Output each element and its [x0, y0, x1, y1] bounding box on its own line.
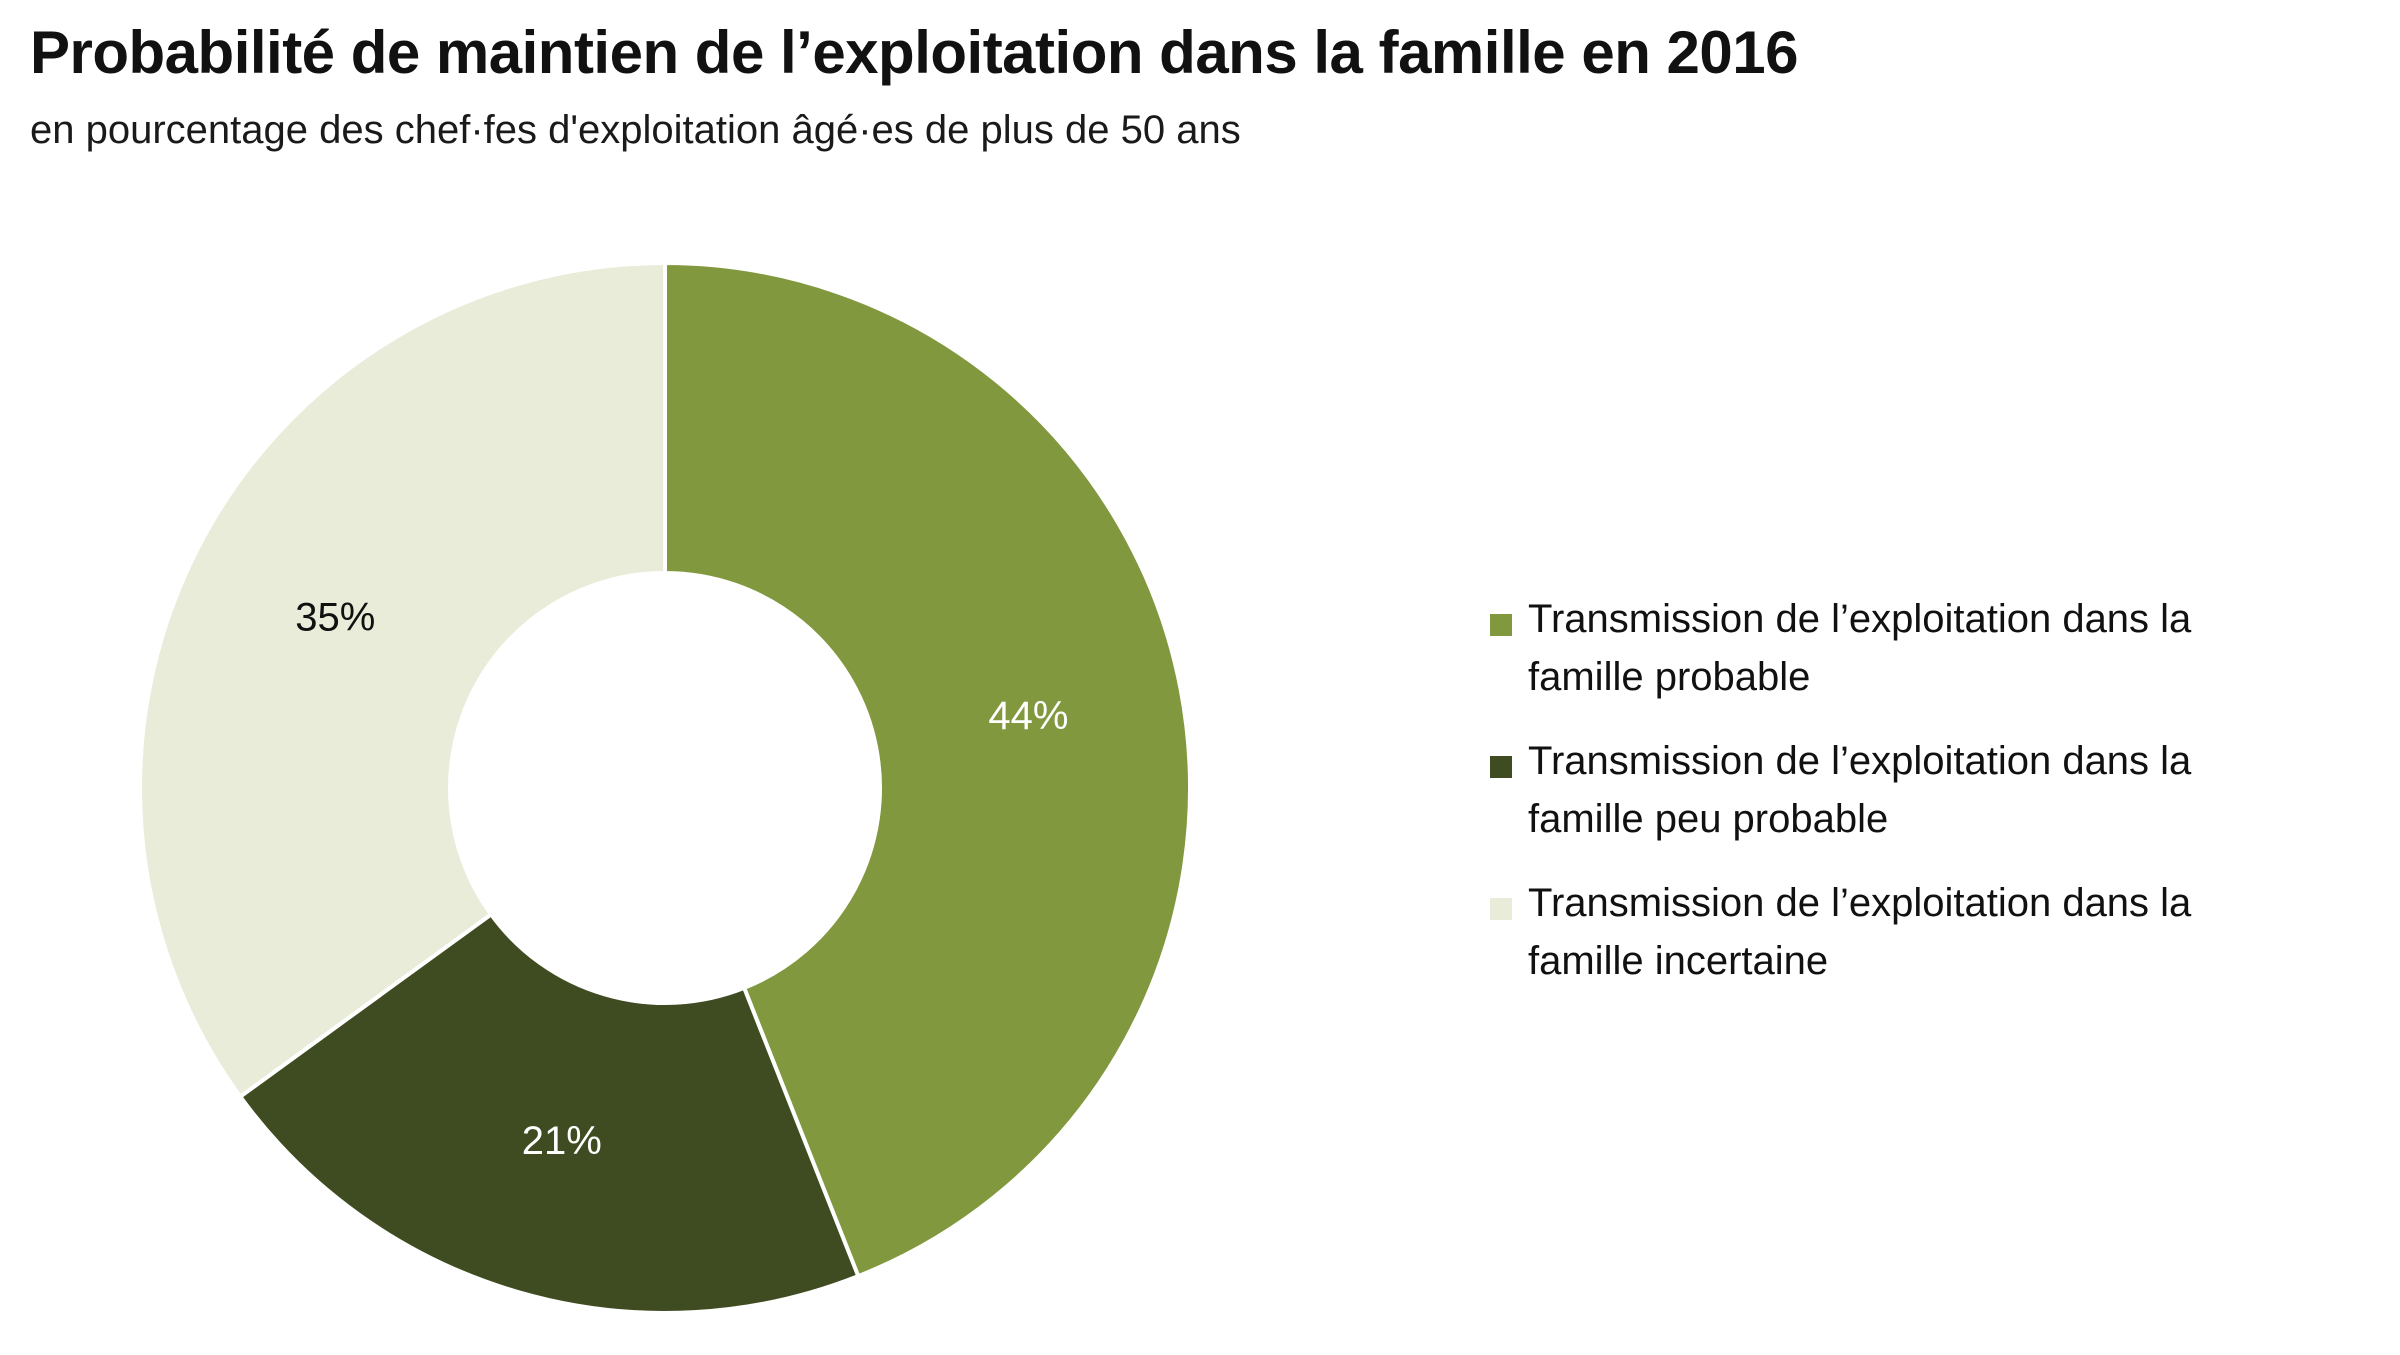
donut-slice [138, 260, 667, 1100]
legend-label: Transmission de l’exploitation dans la f… [1528, 739, 2192, 841]
legend-item: Transmission de l’exploitation dans la f… [1490, 732, 2290, 848]
legend-swatch [1490, 898, 1512, 920]
legend-item: Transmission de l’exploitation dans la f… [1490, 590, 2290, 706]
slice-data-label: 44% [988, 694, 1068, 738]
legend: Transmission de l’exploitation dans la f… [1490, 590, 2290, 1016]
legend-label: Transmission de l’exploitation dans la f… [1528, 881, 2192, 983]
legend-swatch [1490, 614, 1512, 636]
legend-swatch [1490, 756, 1512, 778]
slice-data-label: 21% [522, 1119, 602, 1163]
chart-subtitle: en pourcentage des chef·fes d'exploitati… [30, 108, 1241, 152]
donut-slice [237, 911, 861, 1315]
donut-slice [663, 260, 1192, 1279]
legend-label: Transmission de l’exploitation dans la f… [1528, 597, 2192, 699]
chart-title: Probabilité de maintien de l’exploitatio… [30, 19, 1799, 86]
slice-data-label: 35% [295, 596, 375, 640]
legend-item: Transmission de l’exploitation dans la f… [1490, 874, 2290, 990]
